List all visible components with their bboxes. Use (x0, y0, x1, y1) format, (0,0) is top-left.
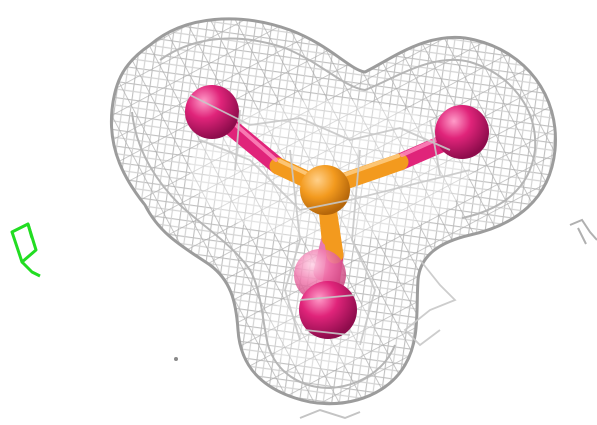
side-fragment (10, 222, 41, 278)
speck (174, 357, 178, 361)
mesh-front-lines (189, 94, 471, 347)
ligand-atom-right (435, 105, 489, 159)
ligand-atom-upper-left (185, 85, 239, 139)
central-atom (300, 165, 350, 215)
